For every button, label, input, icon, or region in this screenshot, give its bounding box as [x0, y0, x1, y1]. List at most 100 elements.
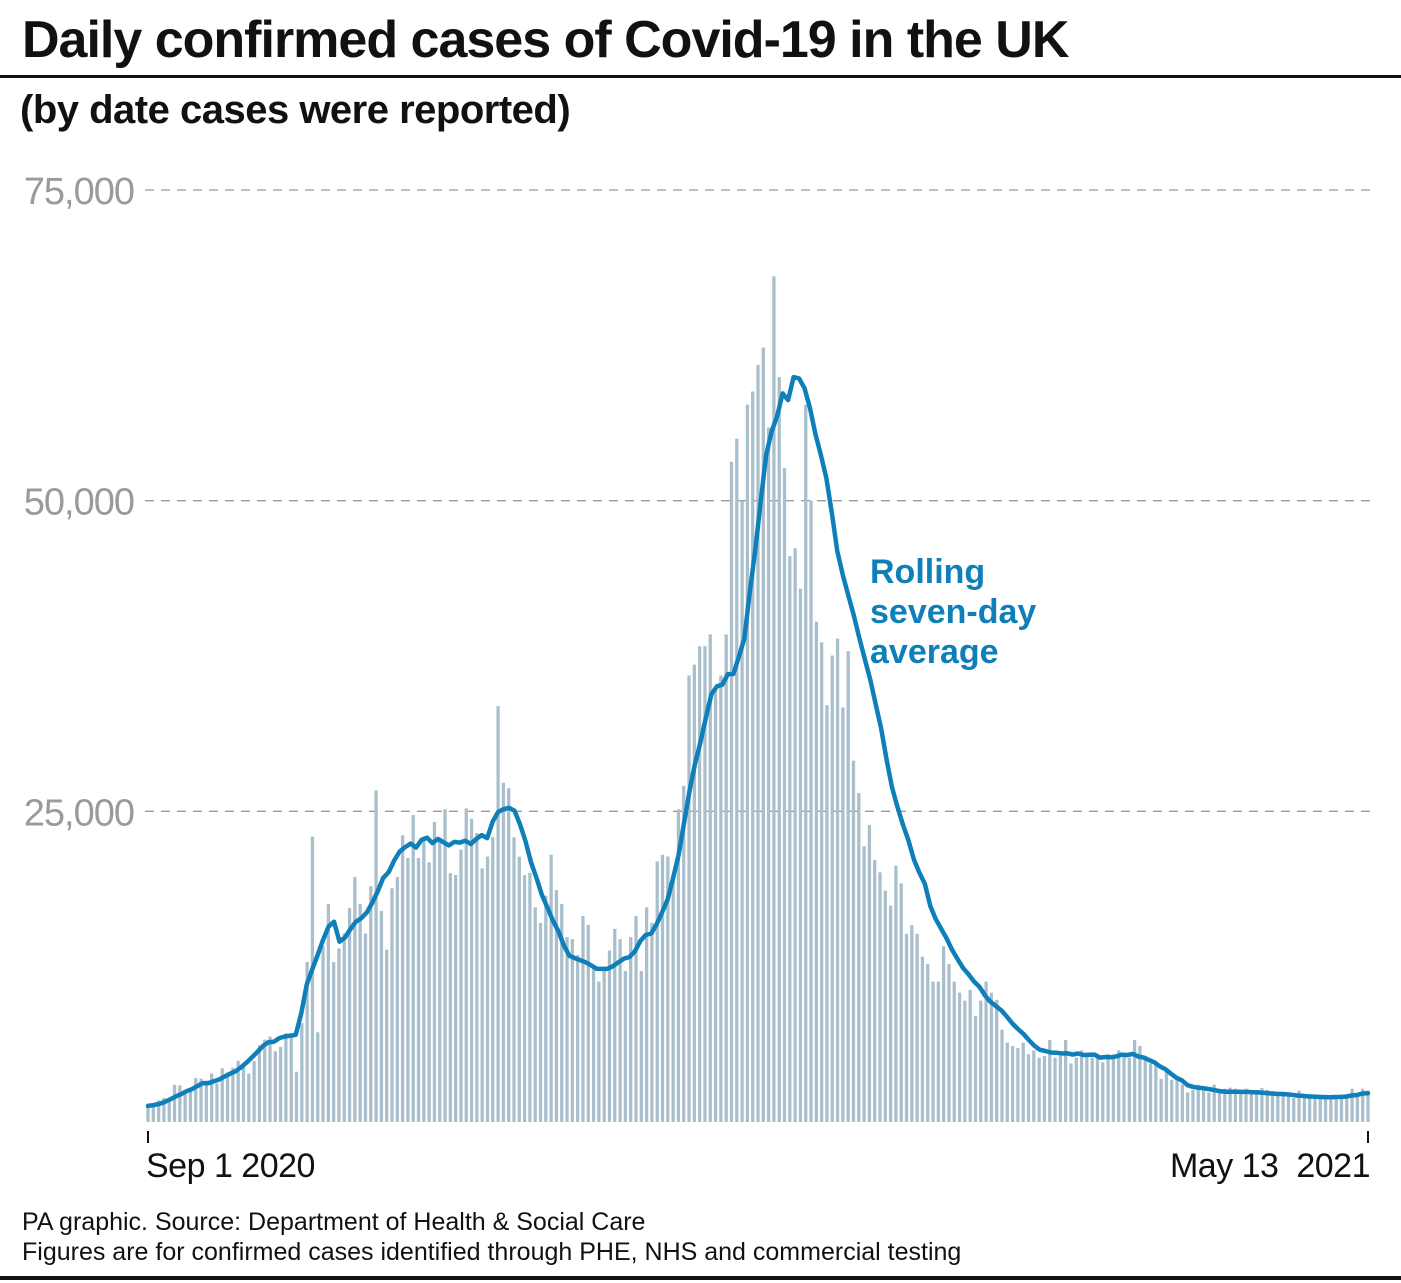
daily-bar: [1217, 1091, 1222, 1122]
daily-bar: [1000, 1029, 1004, 1122]
daily-bar: [422, 836, 426, 1122]
daily-bar: [894, 865, 898, 1122]
daily-bar: [156, 1100, 161, 1122]
daily-bar: [178, 1085, 182, 1122]
daily-bar: [740, 500, 744, 1122]
daily-bar: [199, 1078, 203, 1122]
daily-bar: [263, 1039, 267, 1122]
daily-bar: [1228, 1087, 1232, 1122]
daily-bar: [1329, 1098, 1333, 1122]
daily-bar: [570, 939, 574, 1122]
daily-bar: [379, 910, 384, 1122]
average-line-group: [145, 374, 1371, 1109]
daily-bar: [475, 833, 479, 1122]
daily-bar: [369, 886, 373, 1122]
daily-bar: [1148, 1063, 1153, 1122]
daily-bar: [602, 969, 606, 1122]
daily-bar: [703, 646, 707, 1122]
daily-bar: [629, 937, 633, 1122]
daily-bar: [321, 946, 325, 1122]
daily-bar: [1297, 1090, 1301, 1122]
daily-bar: [432, 822, 437, 1122]
daily-bar: [1079, 1050, 1084, 1122]
daily-bar: [310, 836, 315, 1122]
daily-bar: [210, 1073, 214, 1122]
daily-bar: [1122, 1055, 1126, 1122]
daily-bar: [719, 675, 723, 1122]
daily-bar: [1254, 1092, 1259, 1122]
daily-bar: [772, 276, 776, 1122]
daily-bar: [326, 904, 330, 1122]
daily-bar: [528, 872, 532, 1122]
daily-bar: [188, 1088, 193, 1122]
daily-bar: [485, 856, 490, 1122]
daily-bar: [454, 875, 458, 1122]
daily-bar: [517, 856, 521, 1122]
daily-bar: [979, 1000, 983, 1122]
daily-bar: [920, 956, 925, 1122]
daily-bar: [751, 391, 755, 1122]
daily-bar: [560, 903, 564, 1122]
daily-bar: [798, 588, 803, 1122]
daily-bar: [692, 664, 696, 1122]
daily-bar: [1026, 1054, 1031, 1122]
daily-bar: [862, 846, 866, 1122]
daily-bar: [1292, 1097, 1296, 1122]
daily-bar: [857, 792, 861, 1122]
daily-bar: [851, 760, 856, 1122]
daily-bar: [1350, 1088, 1354, 1122]
daily-bar: [1276, 1095, 1280, 1122]
daily-bar: [1085, 1054, 1089, 1122]
daily-bar: [639, 970, 643, 1122]
daily-bar: [957, 992, 962, 1122]
daily-bar: [411, 815, 415, 1122]
daily-bar: [650, 922, 654, 1122]
daily-bar: [607, 950, 612, 1122]
daily-bar: [1048, 1039, 1052, 1122]
daily-bar: [427, 862, 431, 1122]
daily-bar: [358, 904, 362, 1122]
daily-bar: [782, 468, 787, 1122]
daily-bar: [1037, 1057, 1041, 1122]
daily-bar: [766, 427, 771, 1123]
daily-bar: [698, 646, 702, 1122]
daily-bar: [374, 790, 378, 1122]
daily-bar: [1281, 1091, 1285, 1122]
daily-bar: [565, 937, 569, 1122]
daily-bar: [830, 655, 834, 1122]
daily-bar: [995, 999, 999, 1122]
daily-bar: [1090, 1057, 1094, 1122]
daily-bar: [888, 905, 893, 1122]
daily-bar: [1244, 1088, 1248, 1122]
daily-bar: [448, 873, 452, 1122]
daily-bar: [342, 933, 346, 1122]
daily-bar: [507, 788, 511, 1122]
daily-bar: [278, 1046, 283, 1122]
daily-bar: [459, 849, 463, 1122]
daily-bar: [1313, 1097, 1317, 1122]
daily-bar: [1191, 1089, 1195, 1122]
daily-bar: [1207, 1092, 1211, 1122]
daily-bar: [1095, 1054, 1100, 1122]
daily-bar: [347, 907, 352, 1122]
daily-bar: [634, 915, 638, 1122]
daily-bar: [538, 922, 543, 1122]
annotation-line: Rolling: [870, 553, 985, 591]
daily-bar: [835, 638, 840, 1122]
daily-bar: [1361, 1088, 1365, 1122]
daily-bar: [586, 924, 590, 1122]
daily-bar: [1196, 1084, 1200, 1122]
daily-bar: [713, 690, 718, 1122]
annotation-line: average: [870, 633, 999, 671]
daily-bar: [729, 461, 734, 1122]
daily-bar: [146, 1105, 150, 1122]
daily-bar: [1175, 1077, 1179, 1122]
daily-bar: [416, 858, 421, 1122]
daily-bar: [337, 948, 341, 1122]
daily-bar: [332, 962, 336, 1122]
daily-bar: [1302, 1096, 1306, 1122]
daily-bar: [1032, 1050, 1036, 1122]
daily-bar: [390, 888, 394, 1122]
daily-bar: [809, 500, 813, 1122]
daily-bar: [480, 868, 484, 1122]
